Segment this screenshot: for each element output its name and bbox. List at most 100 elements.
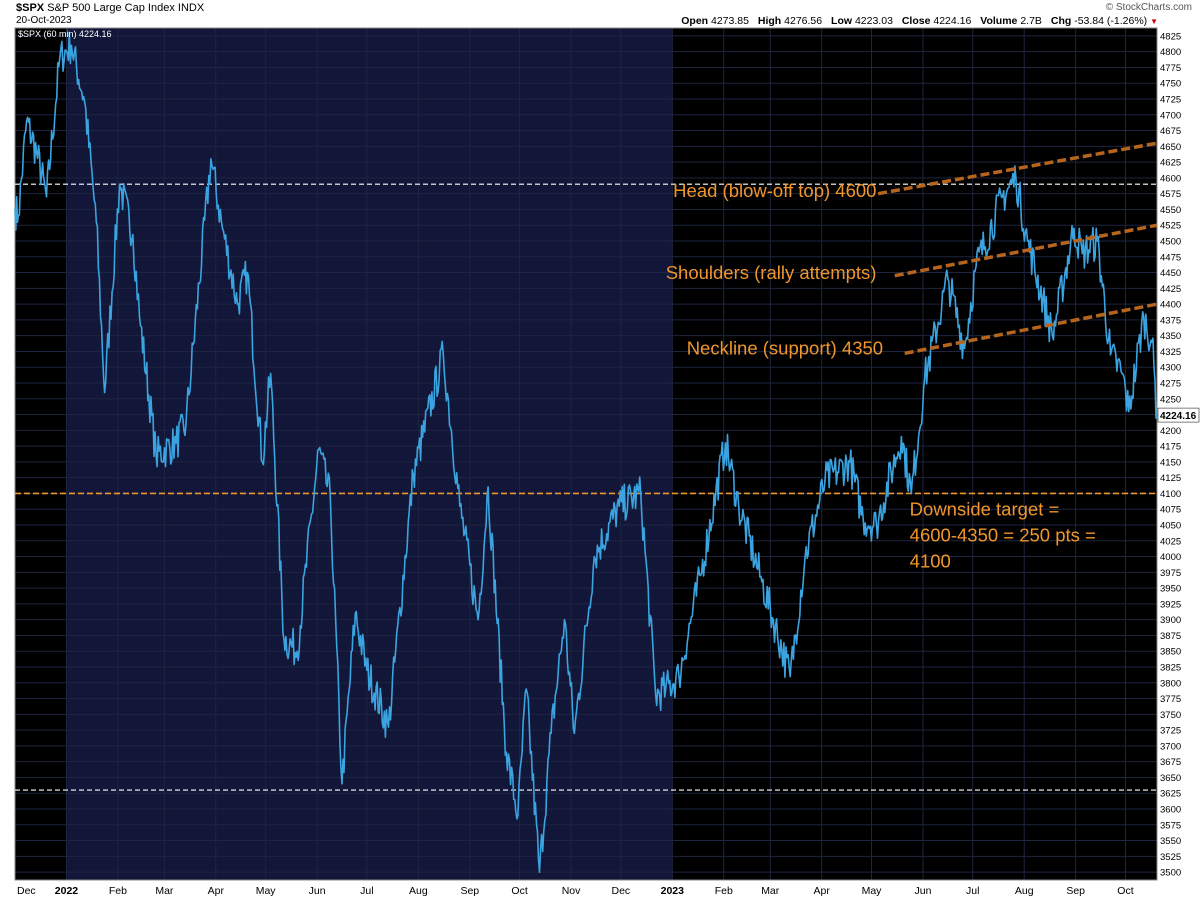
- price-point: [1109, 353, 1112, 356]
- price-point: [593, 555, 596, 558]
- ticker-line: $SPX S&P 500 Large Cap Index INDX: [16, 2, 204, 14]
- y-tick-label: 4650: [1160, 142, 1181, 153]
- y-tick-label: 4300: [1160, 363, 1181, 374]
- price-point: [563, 618, 566, 621]
- price-point: [724, 442, 727, 444]
- price-point: [296, 650, 298, 653]
- trendline: [877, 141, 1158, 196]
- x-tick-label: May: [256, 885, 277, 897]
- price-point: [862, 517, 865, 520]
- price-point: [459, 505, 461, 507]
- annotation-text: Neckline (support) 4350: [687, 338, 883, 359]
- x-tick-label: Mar: [761, 885, 780, 897]
- annotation-text: 4100: [910, 551, 951, 572]
- price-point: [737, 505, 740, 507]
- price-point: [1156, 414, 1158, 416]
- price-point: [354, 612, 357, 615]
- y-tick-label: 3875: [1160, 631, 1181, 642]
- y-tick-label: 3975: [1160, 568, 1181, 579]
- x-tick-label: 2022: [55, 885, 79, 897]
- price-point: [412, 473, 415, 476]
- price-point: [761, 581, 763, 583]
- y-tick-label: 3650: [1160, 773, 1181, 784]
- last-price-label: 4224.16: [1160, 411, 1197, 422]
- y-tick-label: 4025: [1160, 536, 1181, 547]
- y-tick-label: 4200: [1160, 426, 1181, 437]
- price-point: [947, 278, 949, 280]
- y-tick-label: 3950: [1160, 584, 1181, 595]
- y-tick-label: 3525: [1160, 852, 1181, 863]
- y-tick-label: 4500: [1160, 237, 1181, 248]
- price-point: [185, 423, 187, 425]
- high-label: High: [757, 15, 782, 27]
- y-tick-label: 3900: [1160, 615, 1181, 626]
- y-tick-label: 3925: [1160, 599, 1181, 610]
- price-point: [1081, 252, 1084, 255]
- price-point: [317, 448, 320, 451]
- price-point: [1142, 315, 1145, 318]
- x-tick-label: Jul: [360, 885, 373, 897]
- price-line: [14, 31, 1158, 873]
- x-tick-label: Nov: [562, 885, 581, 897]
- x-tick-label: Aug: [409, 885, 428, 897]
- price-point: [699, 574, 702, 577]
- close-label: Close: [901, 15, 931, 27]
- y-tick-label: 4775: [1160, 63, 1181, 74]
- y-tick-label: 4000: [1160, 552, 1181, 563]
- price-point: [103, 391, 106, 394]
- x-tick-label: Dec: [17, 885, 36, 897]
- exchange: INDX: [177, 2, 205, 14]
- y-tick-label: 4450: [1160, 268, 1181, 279]
- x-tick-label: Oct: [511, 885, 527, 897]
- ohlc-summary: Open 4273.85 High 4276.56 Low 4223.03 Cl…: [675, 15, 1158, 27]
- y-tick-label: 4250: [1160, 394, 1181, 405]
- price-point: [654, 694, 657, 697]
- price-point: [132, 233, 134, 236]
- chart-header: $SPX S&P 500 Large Cap Index INDX 20-Oct…: [0, 0, 1200, 28]
- y-tick-label: 4050: [1160, 521, 1181, 532]
- x-tick-label: Jul: [966, 885, 979, 897]
- price-point: [341, 782, 343, 785]
- price-point: [849, 461, 851, 463]
- y-tick-label: 4350: [1160, 331, 1181, 342]
- x-tick-label: May: [862, 885, 883, 897]
- price-point: [283, 637, 285, 640]
- price-point: [17, 214, 20, 217]
- y-tick-label: 4475: [1160, 252, 1181, 263]
- price-point: [221, 227, 224, 230]
- price-point: [14, 208, 16, 211]
- price-point: [155, 454, 157, 457]
- y-tick-label: 4275: [1160, 379, 1181, 390]
- index-name: S&P 500 Large Cap Index: [47, 2, 175, 14]
- price-point: [1096, 240, 1099, 242]
- volume-label: Volume: [980, 15, 1018, 27]
- x-tick-label: Feb: [109, 885, 127, 897]
- price-point: [900, 435, 903, 438]
- y-tick-label: 4100: [1160, 489, 1181, 500]
- x-tick-label: Sep: [1066, 885, 1085, 897]
- y-tick-label: 4150: [1160, 457, 1181, 468]
- x-tick-label: Apr: [814, 885, 831, 897]
- price-point: [505, 751, 508, 753]
- y-tick-label: 3550: [1160, 836, 1181, 847]
- y-tick-label: 3575: [1160, 820, 1181, 831]
- chg-label: Chg: [1050, 15, 1072, 27]
- price-point: [1073, 227, 1075, 230]
- price-point: [517, 814, 519, 817]
- price-point: [138, 315, 141, 318]
- price-point: [923, 379, 926, 381]
- x-tick-label: 2023: [661, 885, 685, 897]
- chart-date: 20-Oct-2023: [16, 15, 72, 26]
- price-point: [550, 732, 552, 735]
- price-point: [1127, 410, 1130, 413]
- x-tick-label: Sep: [460, 885, 479, 897]
- y-tick-label: 4125: [1160, 473, 1181, 484]
- symbol: $SPX: [16, 2, 45, 14]
- annotation-text: Head (blow-off top) 4600: [673, 180, 876, 201]
- open-label: Open: [681, 15, 709, 27]
- y-tick-label: 3725: [1160, 726, 1181, 737]
- y-tick-label: 3825: [1160, 663, 1181, 674]
- price-point: [538, 871, 541, 873]
- annotation-text: Downside target =: [910, 499, 1060, 520]
